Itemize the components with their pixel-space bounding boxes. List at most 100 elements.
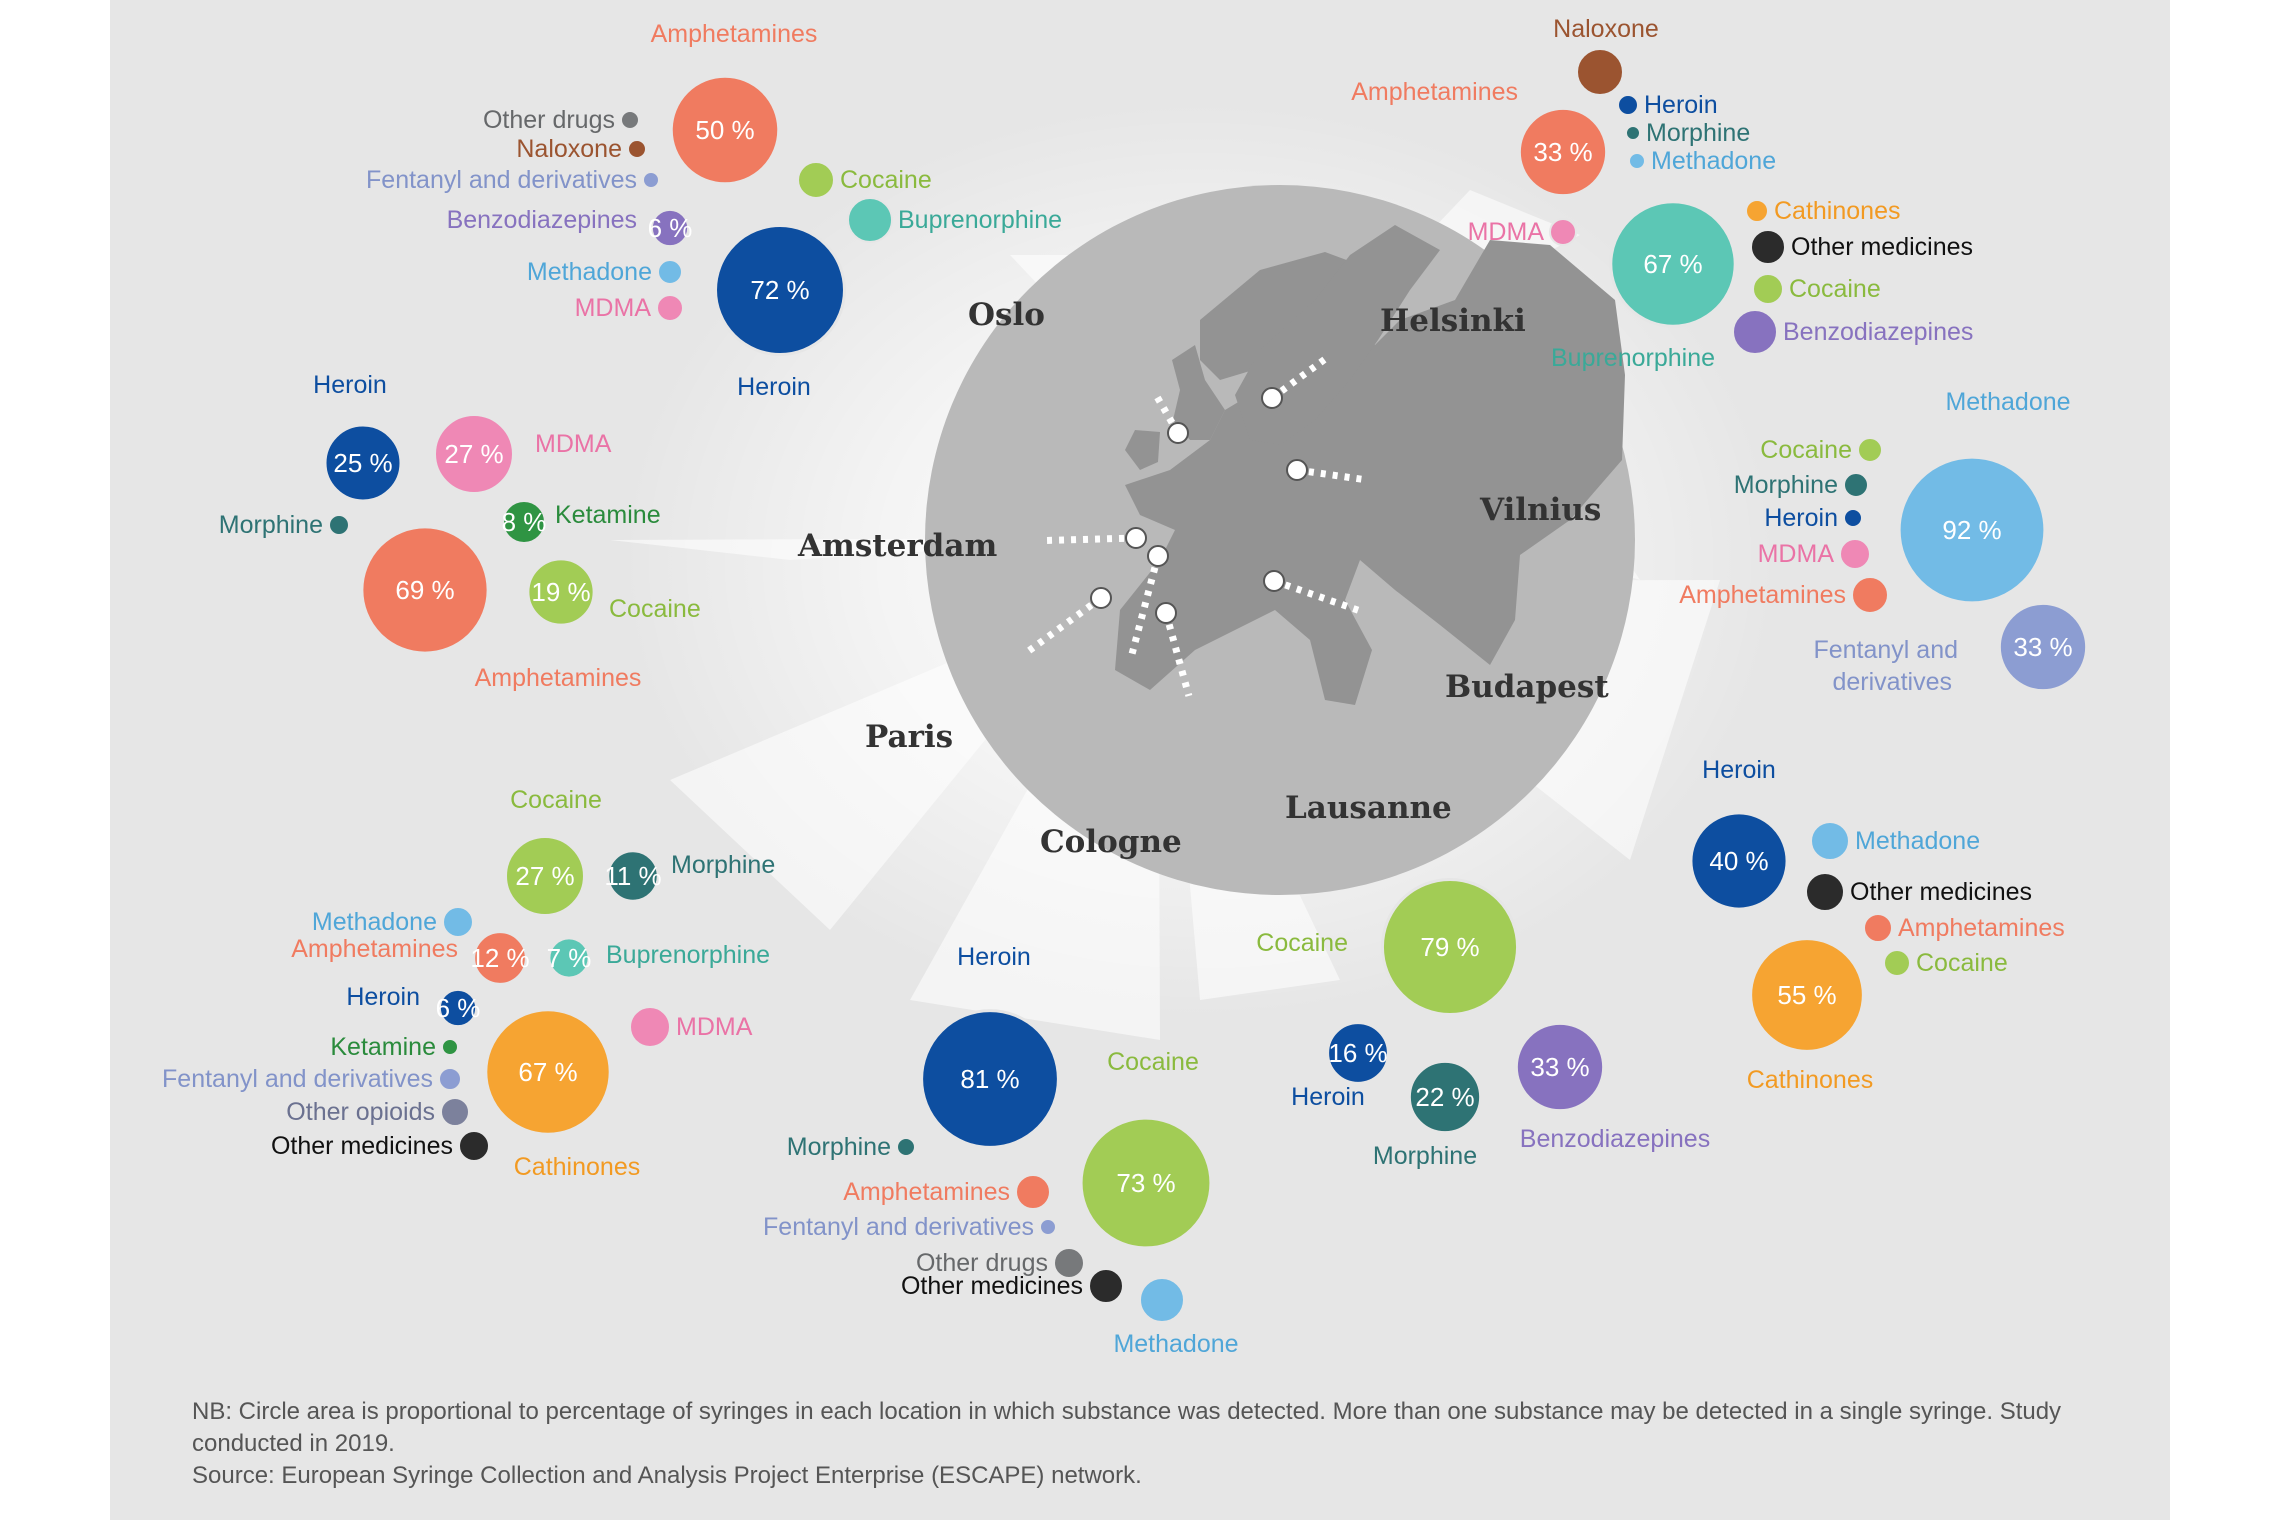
paris-mdma-dot xyxy=(629,1006,671,1048)
helsinki-cocaine-dot xyxy=(1752,273,1784,305)
helsinki-mdma-label: MDMA xyxy=(1468,218,1545,246)
helsinki-cathinones-label: Cathinones xyxy=(1774,197,1900,225)
bubble-group-lausanne: 79 % Cocaine 33 % Benzodiazepines 22 % Morphi… xyxy=(1256,877,1710,1170)
city-label-cologne: Cologne xyxy=(1040,824,1182,860)
vilnius-heroin-dot xyxy=(1843,508,1863,528)
oslo-fentanyl-and-derivatives-dot xyxy=(642,171,660,189)
cologne-other-drugs-dot xyxy=(1053,1247,1085,1279)
oslo-amphetamines-label: Amphetamines xyxy=(651,20,818,48)
bubble-group-oslo: 72 % Heroin 50 % Amphetamines 6 % Benzodiazep… xyxy=(366,20,1062,401)
amsterdam-mdma-bubble xyxy=(433,413,515,495)
paris-morphine-label: Morphine xyxy=(671,851,775,879)
oslo-benzodiazepines-percent: 6 % xyxy=(648,213,693,243)
paris-cathinones-label: Cathinones xyxy=(514,1153,640,1181)
paris-cathinones-bubble xyxy=(484,1008,612,1136)
bubble-group-amsterdam: 69 % Amphetamines 27 % MDMA 25 % Heroin 19 % Co… xyxy=(219,371,701,692)
oslo-cocaine-dot xyxy=(797,161,835,199)
bubble-group-vilnius: 92 % Methadone 33 % Fentanyl and derivatives… xyxy=(1679,388,2089,696)
paris-methadone-label: Methadone xyxy=(312,908,437,936)
city-label-lausanne: Lausanne xyxy=(1285,790,1452,826)
lausanne-heroin-label: Heroin xyxy=(1291,1083,1365,1111)
infographic-panel: Oslo Helsinki Vilnius Amsterdam Budapest… xyxy=(110,0,2170,1520)
route-lausanne xyxy=(1162,612,1193,697)
oslo-amphetamines-percent: 50 % xyxy=(695,115,754,145)
oslo-naloxone-label: Naloxone xyxy=(516,135,622,163)
helsinki-morphine-label: Morphine xyxy=(1646,119,1750,147)
oslo-other-drugs-label: Other drugs xyxy=(483,106,615,134)
vilnius-fentanyl-and-derivatives-percent: 33 % xyxy=(2013,632,2072,662)
city-routes xyxy=(1021,354,1364,697)
city-label-amsterdam: Amsterdam xyxy=(797,528,997,564)
paris-ketamine-label: Ketamine xyxy=(330,1033,436,1061)
budapest-cocaine-label: Cocaine xyxy=(1916,949,2008,977)
budapest-other-medicines-dot xyxy=(1805,872,1845,912)
pin-amsterdam xyxy=(1125,527,1147,549)
lausanne-benzodiazepines-label: Benzodiazepines xyxy=(1520,1125,1710,1153)
vilnius-mdma-label: MDMA xyxy=(1758,540,1835,568)
lausanne-cocaine-percent: 79 % xyxy=(1420,932,1479,962)
oslo-naloxone-dot xyxy=(627,139,647,159)
bubble-group-helsinki: 67 % Buprenorphine 33 % Amphetamines Naloxon… xyxy=(1351,15,1973,372)
paris-cocaine-percent: 27 % xyxy=(515,861,574,891)
paris-cathinones-percent: 67 % xyxy=(518,1057,577,1087)
paris-heroin-percent: 6 % xyxy=(436,993,481,1023)
vilnius-cocaine-label: Cocaine xyxy=(1760,436,1852,464)
europe-syringe-map: Oslo Helsinki Vilnius Amsterdam Budapest… xyxy=(162,15,2089,1358)
helsinki-cocaine-label: Cocaine xyxy=(1789,275,1881,303)
substance-bubbles: 72 % Heroin 50 % Amphetamines 6 % Benzodiazep… xyxy=(162,15,2089,1358)
route-budapest xyxy=(1272,577,1364,615)
vilnius-morphine-label: Morphine xyxy=(1734,471,1838,499)
paris-fentanyl-and-derivatives-label: Fentanyl and derivatives xyxy=(162,1065,433,1093)
budapest-cathinones-label: Cathinones xyxy=(1747,1066,1873,1094)
helsinki-mdma-dot xyxy=(1549,218,1577,246)
vilnius-fentanyl-and-derivatives-bubble xyxy=(1997,601,2089,693)
lausanne-morphine-bubble xyxy=(1407,1059,1483,1135)
helsinki-methadone-label: Methadone xyxy=(1651,147,1776,175)
paris-amphetamines-label: Amphetamines xyxy=(291,935,458,963)
paris-buprenorphine-percent: 7 % xyxy=(547,943,592,973)
helsinki-buprenorphine-label: Buprenorphine xyxy=(1551,344,1715,372)
route-cologne xyxy=(1127,555,1162,659)
oslo-other-drugs-dot xyxy=(620,110,640,130)
helsinki-naloxone-dot xyxy=(1576,48,1624,96)
budapest-cathinones-bubble xyxy=(1749,937,1865,1053)
oslo-fentanyl-and-derivatives-label: Fentanyl and derivatives xyxy=(366,166,637,194)
amsterdam-heroin-percent: 25 % xyxy=(333,448,392,478)
paris-methadone-dot xyxy=(442,906,474,938)
vilnius-cocaine-dot xyxy=(1857,437,1883,463)
cologne-cocaine-label: Cocaine xyxy=(1107,1048,1199,1076)
cologne-cocaine-bubble xyxy=(1079,1116,1213,1250)
helsinki-benzodiazepines-label: Benzodiazepines xyxy=(1783,318,1973,346)
paris-other-medicines-dot xyxy=(458,1130,490,1162)
budapest-cocaine-dot xyxy=(1883,949,1911,977)
vilnius-morphine-dot xyxy=(1843,472,1869,498)
paris-amphetamines-percent: 12 % xyxy=(470,943,529,973)
budapest-heroin-percent: 40 % xyxy=(1709,846,1768,876)
paris-heroin-bubble xyxy=(437,987,479,1029)
helsinki-naloxone-label: Naloxone xyxy=(1553,15,1659,43)
cologne-amphetamines-dot xyxy=(1015,1174,1051,1210)
helsinki-morphine-dot xyxy=(1625,125,1641,141)
paris-cocaine-label: Cocaine xyxy=(510,786,602,814)
paris-ketamine-dot xyxy=(441,1038,459,1056)
city-label-helsinki: Helsinki xyxy=(1380,303,1526,339)
amsterdam-morphine-label: Morphine xyxy=(219,511,323,539)
amsterdam-morphine-dot xyxy=(328,514,350,536)
pin-oslo xyxy=(1167,422,1189,444)
paris-morphine-percent: 11 % xyxy=(604,861,661,891)
amsterdam-ketamine-percent: 8 % xyxy=(502,507,547,537)
vilnius-methadone-label: Methadone xyxy=(1945,388,2070,416)
helsinki-other-medicines-label: Other medicines xyxy=(1791,233,1973,261)
paris-buprenorphine-label: Buprenorphine xyxy=(606,941,770,969)
europe-landmass xyxy=(1115,240,1625,705)
vilnius-fentanyl-and-derivatives-label: Fentanyl and derivatives xyxy=(1813,636,1958,696)
oslo-amphetamines-bubble xyxy=(669,74,781,186)
footnote: NB: Circle area is proportional to perce… xyxy=(192,1396,2152,1492)
helsinki-amphetamines-label: Amphetamines xyxy=(1351,78,1518,106)
cologne-methadone-dot xyxy=(1139,1277,1185,1323)
pin-vilnius xyxy=(1286,459,1308,481)
helsinki-heroin-label: Heroin xyxy=(1644,91,1718,119)
paris-heroin-label: Heroin xyxy=(346,983,420,1011)
footnote-source: Source: European Syringe Collection and … xyxy=(192,1462,1142,1489)
cologne-other-medicines-dot xyxy=(1088,1268,1124,1304)
